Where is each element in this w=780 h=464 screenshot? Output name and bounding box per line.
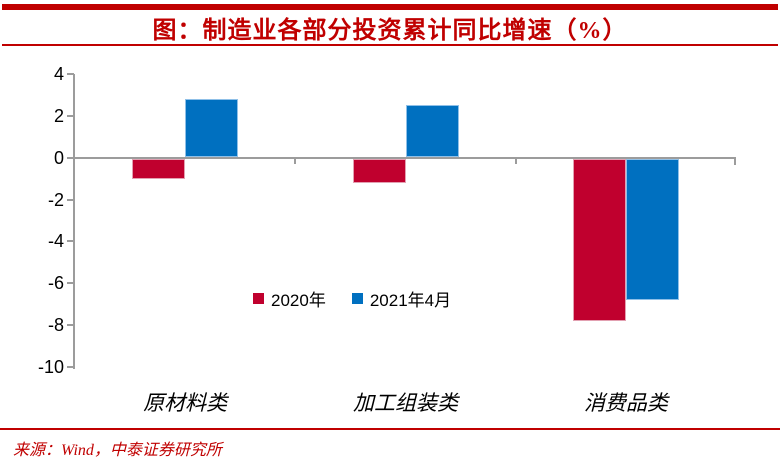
bar-series1-cat2 xyxy=(352,158,406,183)
x-axis-tick xyxy=(294,158,297,164)
bar-series2-cat3 xyxy=(625,158,679,301)
x-axis-line xyxy=(75,156,736,159)
y-axis-tick xyxy=(67,198,74,201)
x-axis-endcap xyxy=(734,158,736,165)
y-tick-label: 2 xyxy=(53,105,64,126)
y-tick-label: -8 xyxy=(47,315,64,336)
y-axis-tick xyxy=(67,156,74,159)
footer-rule xyxy=(0,428,780,430)
y-axis-tick xyxy=(67,240,74,243)
bar-series2-cat2 xyxy=(405,105,459,157)
y-axis-tick xyxy=(67,324,74,327)
chart-legend: 2020年 2021年4月 xyxy=(253,286,451,311)
source-note: 来源：Wind，中泰证券研究所 xyxy=(13,442,222,459)
title-rule xyxy=(2,44,778,46)
legend-swatch-2021-04-icon xyxy=(351,293,363,304)
top-rule xyxy=(2,4,778,10)
y-tick-label: -2 xyxy=(47,189,64,210)
legend-label-2021-04: 2021年4月 xyxy=(369,291,452,310)
y-axis-tick xyxy=(67,366,74,368)
category-label: 原材料类 xyxy=(143,391,228,415)
y-tick-label: 4 xyxy=(53,64,64,84)
category-label: 消费品类 xyxy=(583,391,668,415)
bar-series2-cat1 xyxy=(185,99,239,157)
bar-series1-cat1 xyxy=(132,158,186,179)
y-axis-tick xyxy=(67,114,74,117)
legend-item-2020: 2020年 xyxy=(253,286,326,311)
category-label: 加工组装类 xyxy=(353,391,458,415)
legend-label-2020: 2020年 xyxy=(271,291,326,310)
legend-item-2021-04: 2021年4月 xyxy=(351,286,452,311)
y-axis-tick xyxy=(67,282,74,285)
y-tick-label: 0 xyxy=(53,147,64,168)
y-axis-tick xyxy=(67,73,74,75)
y-tick-label: -6 xyxy=(47,273,64,294)
y-tick-label: -4 xyxy=(47,231,64,252)
bar-series1-cat3 xyxy=(572,158,626,321)
chart-title: 图：制造业各部分投资累计同比增速（%） xyxy=(152,18,628,44)
y-axis-line xyxy=(73,74,75,369)
legend-swatch-2020-icon xyxy=(253,293,264,304)
y-tick-label: -10 xyxy=(37,357,64,377)
x-axis-tick xyxy=(514,158,517,164)
